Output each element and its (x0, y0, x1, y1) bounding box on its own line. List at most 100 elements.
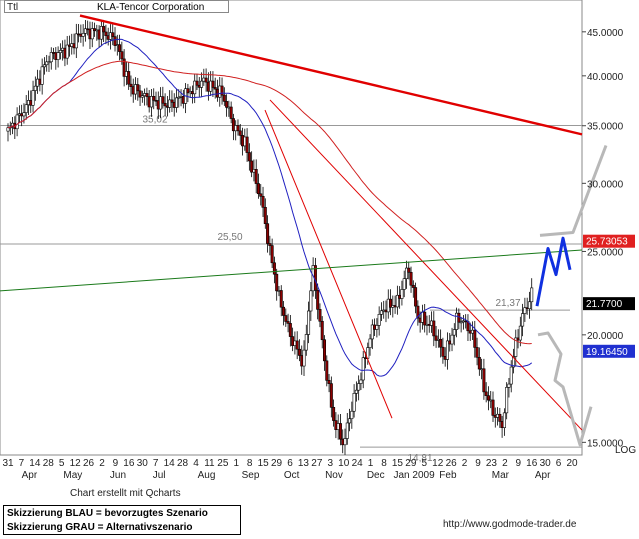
x-date-label: 25 (217, 458, 229, 469)
x-month-label: May (63, 470, 82, 481)
y-tick-label: 45.0000 (587, 28, 624, 39)
legend-line-blue: Skizzierung BLAU = bevorzugtes Szenario (7, 508, 208, 519)
price-badge (583, 234, 635, 248)
support-line (0, 249, 583, 292)
candle-body (111, 32, 115, 37)
candle-body (81, 33, 85, 37)
candle-body (491, 399, 495, 416)
candle-body (140, 95, 144, 98)
source-url[interactable]: http://www.godmode-trader.de (443, 519, 577, 530)
y-tick-label: 15.0000 (587, 438, 624, 449)
candle-body (213, 87, 217, 90)
candle-body (136, 84, 140, 92)
candle-body (407, 267, 411, 273)
x-date-label: 8 (381, 458, 387, 469)
candle-body (120, 51, 124, 60)
candle-body (104, 31, 108, 36)
candle-body (507, 383, 511, 388)
candle-body (498, 413, 502, 422)
candle-body (295, 340, 299, 350)
candle-body (275, 273, 279, 292)
candle-body (473, 329, 477, 348)
candle-body (236, 125, 240, 132)
candle-body (49, 52, 53, 63)
candle-body (509, 366, 513, 385)
price-badge-label: 25.73053 (586, 237, 628, 248)
price-badge-label: 19.16450 (586, 347, 628, 358)
candle-body (389, 298, 393, 308)
candle-body (263, 206, 267, 224)
candle-body (250, 160, 254, 173)
candle-body (370, 324, 374, 340)
candle-body (459, 321, 463, 324)
candle-body (432, 320, 436, 337)
x-month-label: Oct (284, 470, 300, 481)
candle-body (316, 289, 320, 310)
candle-body (423, 311, 427, 326)
candle-body (272, 262, 276, 275)
x-date-label: 26 (83, 458, 95, 469)
candle-body (361, 357, 365, 381)
candle-body (186, 88, 190, 94)
x-month-label: Apr (22, 470, 38, 481)
candle-body (359, 379, 363, 384)
candle-body (22, 112, 26, 117)
candle-body (411, 284, 415, 288)
x-date-label: 11 (204, 458, 215, 469)
chart-title-box: Ttl KLA-Tencor Corporation (4, 0, 229, 13)
candle-body (502, 412, 506, 429)
candle-body (338, 423, 342, 440)
candle-body (33, 85, 37, 91)
candle-body (149, 96, 153, 108)
candle-body (357, 383, 361, 391)
candle-body (129, 83, 133, 87)
x-axis: 31 7 14 28 5 12 26 2 9 16 30 7 14 28 4 11 25 1 8 15 29 6 13 27 3… (2, 458, 578, 481)
candle-body (514, 337, 518, 357)
x-date-label: 15 (258, 458, 270, 469)
candle-body (42, 64, 46, 68)
price-badge-label: 21.7700 (586, 299, 623, 310)
candle-body (193, 80, 197, 95)
x-month-label: Jun (110, 470, 126, 481)
candle-body (259, 193, 263, 197)
candle-body (6, 127, 10, 132)
candle-body (325, 360, 329, 381)
x-date-label: 16 (526, 458, 538, 469)
candle-body (318, 309, 322, 322)
x-date-label: 7 (19, 458, 25, 469)
y-tick-label: 25.0000 (587, 247, 624, 258)
candle-body (174, 97, 178, 108)
x-date-label: 5 (422, 458, 428, 469)
candle-body (268, 243, 272, 246)
candle-body (450, 334, 454, 345)
candle-body (521, 313, 525, 327)
candle-body (345, 422, 349, 439)
candle-body (354, 389, 358, 394)
moving-average-long (7, 60, 532, 345)
candle-body (350, 410, 354, 420)
y-tick-label: 30.0000 (587, 179, 624, 190)
legend-line-gray: Skizzierung GRAU = Alternativszenario (7, 522, 193, 533)
x-date-label: 6 (556, 458, 562, 469)
candle-body (24, 104, 28, 113)
candle-body (375, 325, 379, 330)
candle-body (74, 33, 78, 49)
x-date-label: 28 (177, 458, 189, 469)
candle-body (163, 102, 167, 107)
candle-body (286, 321, 290, 324)
candle-body (530, 287, 534, 303)
candle-body (31, 90, 35, 106)
x-date-label: 24 (352, 458, 364, 469)
candle-body (204, 77, 208, 83)
scenario-blue-path (535, 236, 572, 307)
candle-body (211, 80, 215, 88)
candle-body (245, 136, 249, 153)
candle-body (320, 320, 324, 341)
x-date-label: 14 (164, 458, 176, 469)
x-month-label: Jul (153, 470, 166, 481)
candle-body (395, 294, 399, 308)
candle-body (518, 325, 522, 341)
x-date-label: 4 (193, 458, 199, 469)
candle-body (45, 61, 49, 66)
x-date-label: 10 (338, 458, 350, 469)
